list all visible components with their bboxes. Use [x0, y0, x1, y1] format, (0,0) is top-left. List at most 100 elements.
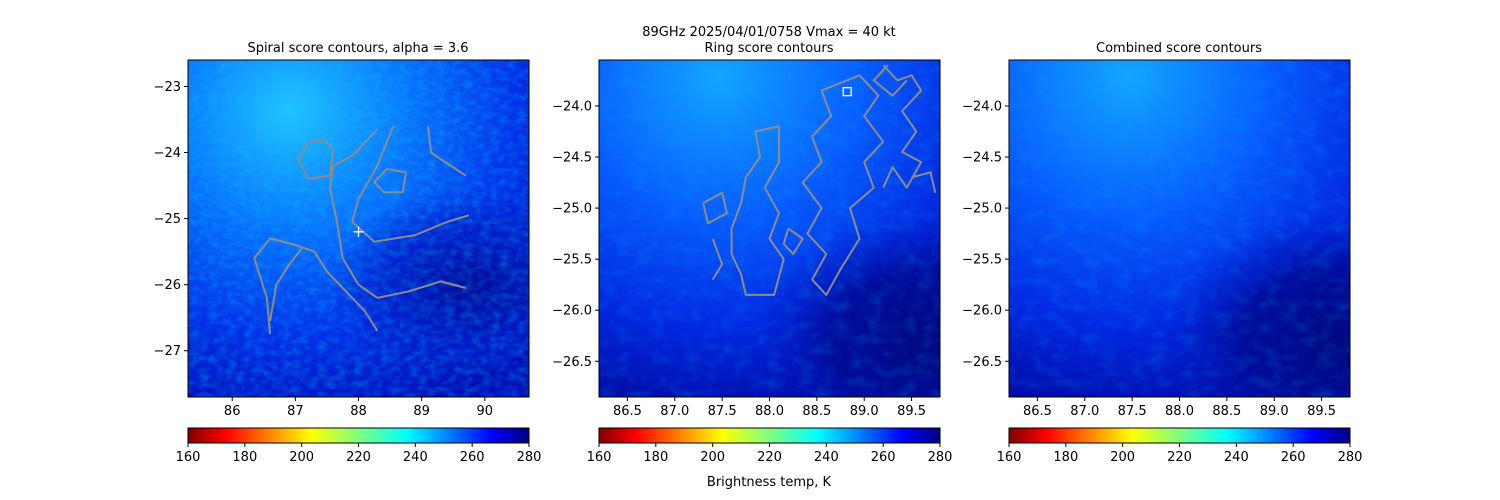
spiral-panel-title: Spiral score contours, alpha = 3.6	[247, 41, 468, 56]
combined-panel-title: Combined score contours	[1096, 41, 1262, 56]
spiral-contours	[253, 125, 470, 335]
colorbar-tick-label: 180	[643, 450, 668, 465]
x-tick-label: 88.0	[755, 404, 784, 419]
contour-line-0	[329, 128, 467, 299]
x-tick-label: 87	[287, 404, 304, 419]
contour-line-4	[427, 125, 467, 177]
contour-line-5	[253, 237, 379, 335]
y-tick-label: −26.5	[552, 355, 592, 370]
combined-score-panel: Combined score contours 86.5 87.0 87.5 88.0…	[962, 41, 1363, 465]
colorbar-tick-label: 160	[176, 450, 201, 465]
contour-line-6	[269, 247, 303, 322]
center-square-marker-shape	[842, 87, 852, 97]
colorbar-tick-label: 220	[757, 450, 782, 465]
contour-line-4	[711, 238, 724, 281]
ring-colorbar	[598, 427, 941, 444]
ring-panel-title: Ring score contours	[704, 41, 833, 56]
y-tick-label: −24.5	[552, 151, 592, 166]
y-tick-label: −26.5	[962, 355, 1002, 370]
ring-x-axis: 86.5 87.0 87.5 88.0 88.5 89.0 89.5	[613, 397, 926, 419]
y-tick-label: −26.0	[962, 304, 1002, 319]
ring-y-axis: −24.0 −24.5 −25.0 −25.5 −26.0 −26.5	[552, 99, 599, 370]
x-tick-label: 88.0	[1165, 404, 1194, 419]
colorbar-tick-label: 280	[928, 450, 953, 465]
colorbar-label: Brightness temp, K	[707, 475, 832, 490]
y-tick-label: −25.0	[552, 202, 592, 217]
y-tick-label: −24.0	[962, 99, 1002, 114]
y-tick-label: −25	[154, 212, 181, 227]
spiral-colorbar	[187, 427, 530, 444]
colorbar-tick-label: 260	[1281, 450, 1306, 465]
x-tick-label: 89.0	[850, 404, 879, 419]
combined-y-axis: −24.0 −24.5 −25.0 −25.5 −26.0 −26.5	[962, 99, 1009, 370]
center-plus-marker-shape	[353, 226, 364, 237]
colorbar-tick-label: 200	[700, 450, 725, 465]
colorbar-tick-label: 200	[289, 450, 314, 465]
contour-line-0	[730, 125, 785, 296]
combined-colorbar-ticks: 160 180 200 220 240 260 280	[997, 443, 1363, 465]
colorbar-tick-label: 160	[587, 450, 612, 465]
y-tick-label: −27	[154, 344, 181, 359]
x-tick-label: 87.5	[708, 404, 737, 419]
spiral-heatmap-image	[188, 60, 529, 397]
colorbar-tick-label: 240	[403, 450, 428, 465]
contour-line-7	[872, 64, 908, 97]
x-tick-label: 88.5	[1212, 404, 1241, 419]
x-tick-label: 87.0	[660, 404, 689, 419]
y-tick-label: −24	[154, 146, 181, 161]
spiral-x-axis: 86 87 88 89 90	[224, 397, 493, 419]
x-tick-label: 87.5	[1118, 404, 1147, 419]
colorbar-tick-label: 180	[1053, 450, 1078, 465]
spiral-y-axis: −23 −24 −25 −26 −27	[154, 80, 188, 359]
colorbar-tick-label: 280	[1338, 450, 1363, 465]
colorbar-tick-label: 200	[1110, 450, 1135, 465]
y-tick-label: −25.5	[552, 253, 592, 268]
x-tick-label: 86.5	[613, 404, 642, 419]
x-tick-label: 90	[477, 404, 494, 419]
colorbar-tick-label: 260	[871, 450, 896, 465]
x-tick-label: 89.5	[897, 404, 926, 419]
combined-x-axis: 86.5 87.0 87.5 88.0 88.5 89.0 89.5	[1023, 397, 1336, 419]
combined-heatmap-image	[1009, 60, 1350, 397]
x-tick-label: 86	[224, 404, 241, 419]
ring-contours	[702, 64, 937, 296]
x-tick-label: 86.5	[1023, 404, 1052, 419]
ring-colorbar-ticks: 160 180 200 220 240 260 280	[587, 443, 953, 465]
x-tick-label: 87.0	[1070, 404, 1099, 419]
y-tick-label: −25.0	[962, 202, 1002, 217]
contour-line-3	[373, 168, 407, 194]
x-tick-label: 89	[413, 404, 430, 419]
combined-colorbar	[1008, 427, 1351, 444]
colorbar-tick-label: 160	[997, 450, 1022, 465]
colorbar-tick-label: 240	[814, 450, 839, 465]
ring-score-panel: Ring score contours 86.5 87.0 87.5 88.0 88.5…	[552, 41, 953, 490]
ring-heatmap-image	[599, 60, 940, 397]
contour-line-2	[297, 138, 335, 180]
spiral-score-panel: Spiral score contours, alpha = 3.6 86 87 8…	[154, 41, 542, 465]
y-tick-label: −24.5	[962, 151, 1002, 166]
contour-line-6	[911, 171, 937, 194]
y-tick-label: −26.0	[552, 304, 592, 319]
x-tick-label: 89.5	[1307, 404, 1336, 419]
contour-line-5	[782, 227, 804, 255]
y-tick-label: −24.0	[552, 99, 592, 114]
x-tick-label: 89.0	[1260, 404, 1289, 419]
colorbar-tick-label: 240	[1224, 450, 1249, 465]
colorbar-tick-label: 260	[460, 450, 485, 465]
colorbar-tick-label: 180	[232, 450, 257, 465]
center-plus-marker	[353, 226, 364, 237]
colorbar-tick-label: 220	[1167, 450, 1192, 465]
colorbar-tick-label: 220	[346, 450, 371, 465]
center-square-marker	[842, 87, 852, 97]
colorbar-tick-label: 280	[517, 450, 542, 465]
contour-line-2	[882, 64, 923, 189]
y-tick-label: −25.5	[962, 253, 1002, 268]
figure-suptitle: 89GHz 2025/04/01/0758 Vmax = 40 kt	[642, 25, 896, 40]
contour-line-3	[702, 191, 728, 225]
spiral-colorbar-ticks: 160 180 200 220 240 260 280	[176, 443, 542, 465]
y-tick-label: −26	[154, 278, 181, 293]
x-tick-label: 88.5	[802, 404, 831, 419]
y-tick-label: −23	[154, 80, 181, 95]
contour-line-1	[801, 74, 885, 296]
